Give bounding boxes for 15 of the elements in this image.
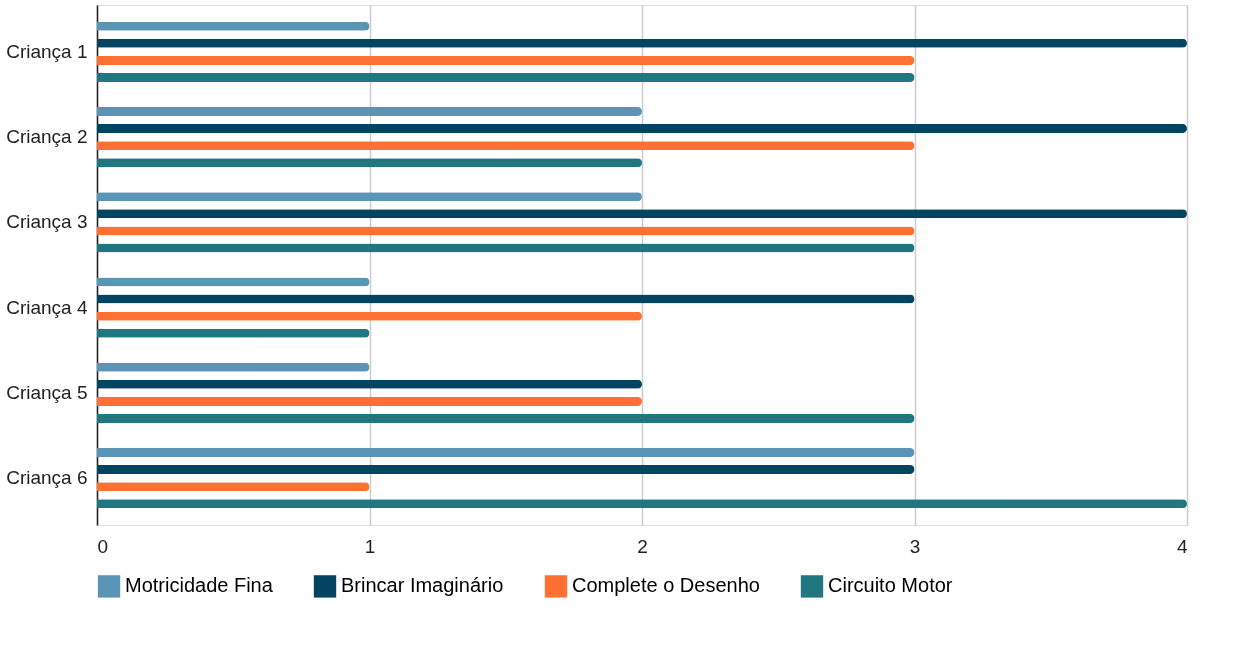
y-tick-label: Criança 2 <box>6 126 88 148</box>
y-tick-label: Criança 1 <box>6 40 88 62</box>
y-tick-label: Criança 5 <box>6 381 88 403</box>
x-tick-label: 0 <box>97 535 109 557</box>
x-tick-label: 1 <box>364 535 376 557</box>
x-tick-label: 4 <box>1176 535 1188 557</box>
legend-label: Brincar Imaginário <box>341 574 504 597</box>
x-tick-label: 2 <box>637 535 648 557</box>
legend-label: Motricidade Fina <box>125 574 274 597</box>
legend-label: Complete o Desenho <box>572 574 760 597</box>
y-tick-label: Criança 4 <box>6 296 88 318</box>
legend-label: Circuito Motor <box>828 574 953 597</box>
y-tick-label: Criança 3 <box>6 211 88 233</box>
y-tick-label: Criança 6 <box>6 467 88 489</box>
x-tick-label: 3 <box>909 535 921 557</box>
